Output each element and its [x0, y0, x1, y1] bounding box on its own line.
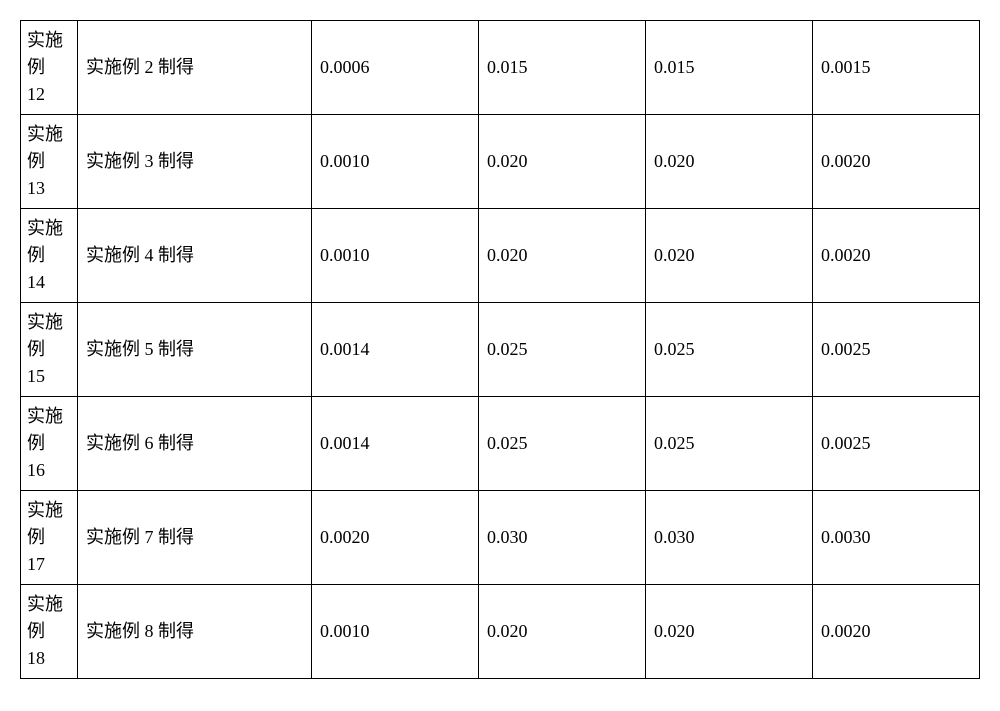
cell-value: 0.0025: [813, 397, 980, 491]
cell-value: 0.020: [646, 209, 813, 303]
id-number: 18: [27, 648, 45, 668]
id-prefix: 实施例: [27, 312, 63, 359]
cell-value: 0.0010: [312, 585, 479, 679]
cell-value: 0.020: [646, 585, 813, 679]
cell-value: 0.025: [646, 303, 813, 397]
table-row: 实施例 18 实施例 8 制得 0.0010 0.020 0.020 0.0020: [21, 585, 980, 679]
data-table: 实施例 12 实施例 2 制得 0.0006 0.015 0.015 0.0015…: [20, 20, 980, 679]
cell-prep: 实施例 6 制得: [78, 397, 312, 491]
cell-value: 0.025: [646, 397, 813, 491]
id-prefix: 实施例: [27, 594, 63, 641]
id-number: 15: [27, 366, 45, 386]
cell-value: 0.0010: [312, 209, 479, 303]
cell-value: 0.015: [646, 21, 813, 115]
cell-id: 实施例 17: [21, 491, 78, 585]
cell-prep: 实施例 4 制得: [78, 209, 312, 303]
cell-value: 0.020: [479, 115, 646, 209]
cell-id: 实施例 13: [21, 115, 78, 209]
cell-id: 实施例 15: [21, 303, 78, 397]
cell-value: 0.0025: [813, 303, 980, 397]
cell-value: 0.020: [479, 209, 646, 303]
cell-value: 0.015: [479, 21, 646, 115]
id-prefix: 实施例: [27, 124, 63, 171]
cell-value: 0.0020: [813, 585, 980, 679]
cell-value: 0.0014: [312, 303, 479, 397]
table-row: 实施例 14 实施例 4 制得 0.0010 0.020 0.020 0.0020: [21, 209, 980, 303]
cell-prep: 实施例 8 制得: [78, 585, 312, 679]
cell-value: 0.0014: [312, 397, 479, 491]
table-row: 实施例 17 实施例 7 制得 0.0020 0.030 0.030 0.0030: [21, 491, 980, 585]
cell-value: 0.030: [646, 491, 813, 585]
cell-value: 0.025: [479, 303, 646, 397]
table-row: 实施例 16 实施例 6 制得 0.0014 0.025 0.025 0.0025: [21, 397, 980, 491]
cell-value: 0.0010: [312, 115, 479, 209]
table-body: 实施例 12 实施例 2 制得 0.0006 0.015 0.015 0.0015…: [21, 21, 980, 679]
id-number: 17: [27, 554, 45, 574]
table-row: 实施例 15 实施例 5 制得 0.0014 0.025 0.025 0.0025: [21, 303, 980, 397]
cell-value: 0.0020: [813, 209, 980, 303]
cell-value: 0.0006: [312, 21, 479, 115]
id-number: 16: [27, 460, 45, 480]
cell-value: 0.025: [479, 397, 646, 491]
cell-prep: 实施例 2 制得: [78, 21, 312, 115]
cell-prep: 实施例 3 制得: [78, 115, 312, 209]
id-prefix: 实施例: [27, 30, 63, 77]
id-prefix: 实施例: [27, 218, 63, 265]
cell-value: 0.0030: [813, 491, 980, 585]
id-prefix: 实施例: [27, 406, 63, 453]
cell-id: 实施例 14: [21, 209, 78, 303]
id-number: 14: [27, 272, 45, 292]
cell-value: 0.020: [646, 115, 813, 209]
cell-prep: 实施例 5 制得: [78, 303, 312, 397]
id-number: 13: [27, 178, 45, 198]
table-row: 实施例 12 实施例 2 制得 0.0006 0.015 0.015 0.0015: [21, 21, 980, 115]
id-number: 12: [27, 84, 45, 104]
cell-value: 0.0015: [813, 21, 980, 115]
cell-id: 实施例 18: [21, 585, 78, 679]
table-row: 实施例 13 实施例 3 制得 0.0010 0.020 0.020 0.0020: [21, 115, 980, 209]
cell-value: 0.0020: [813, 115, 980, 209]
cell-prep: 实施例 7 制得: [78, 491, 312, 585]
cell-id: 实施例 16: [21, 397, 78, 491]
cell-value: 0.0020: [312, 491, 479, 585]
id-prefix: 实施例: [27, 500, 63, 547]
cell-value: 0.020: [479, 585, 646, 679]
cell-id: 实施例 12: [21, 21, 78, 115]
cell-value: 0.030: [479, 491, 646, 585]
